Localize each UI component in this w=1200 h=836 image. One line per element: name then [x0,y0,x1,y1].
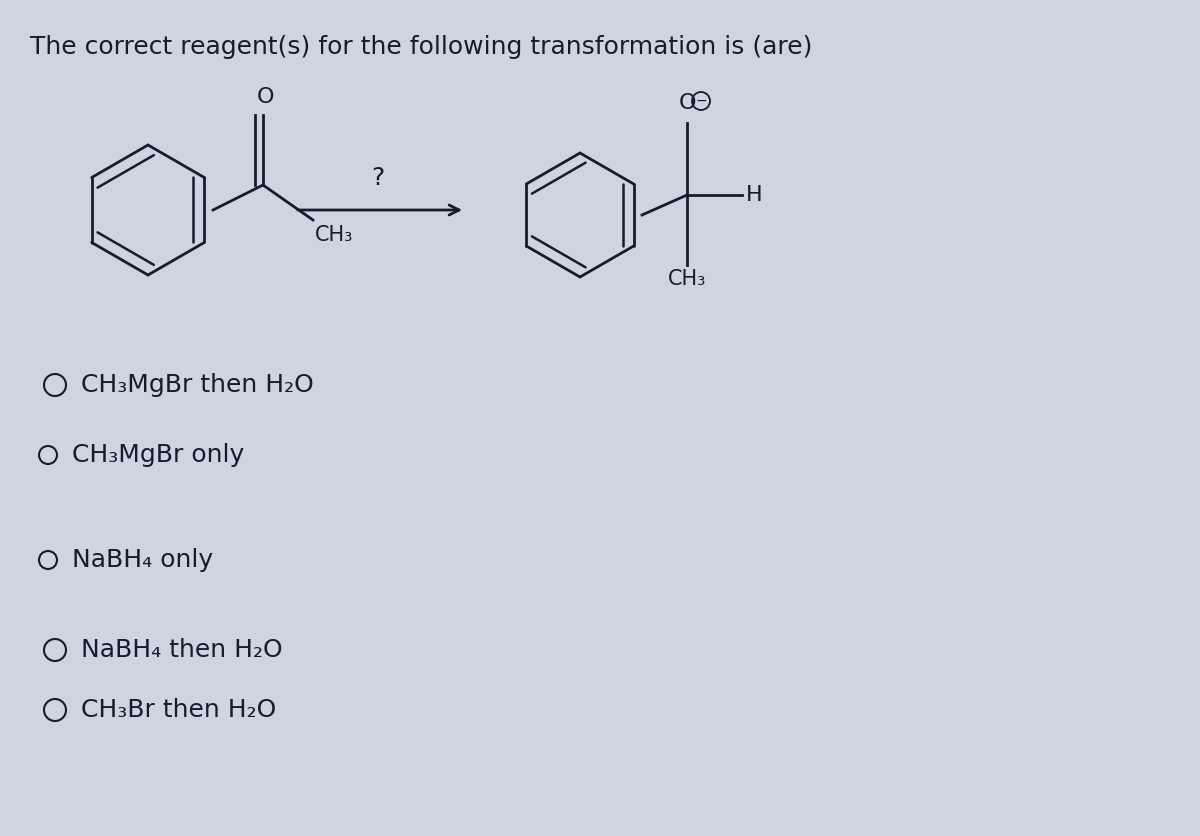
Text: NaBH₄ then H₂O: NaBH₄ then H₂O [82,638,283,662]
Text: CH₃: CH₃ [314,225,353,245]
Text: The correct reagent(s) for the following transformation is (are): The correct reagent(s) for the following… [30,35,812,59]
Text: O: O [678,93,696,113]
Text: CH₃MgBr only: CH₃MgBr only [72,443,245,467]
Text: −: − [695,94,707,108]
Text: NaBH₄ only: NaBH₄ only [72,548,214,572]
Text: H: H [746,185,763,205]
Text: CH₃: CH₃ [668,269,706,289]
Text: CH₃MgBr then H₂O: CH₃MgBr then H₂O [82,373,313,397]
Text: O: O [257,87,274,107]
Text: ?: ? [371,166,385,190]
Text: CH₃Br then H₂O: CH₃Br then H₂O [82,698,276,722]
